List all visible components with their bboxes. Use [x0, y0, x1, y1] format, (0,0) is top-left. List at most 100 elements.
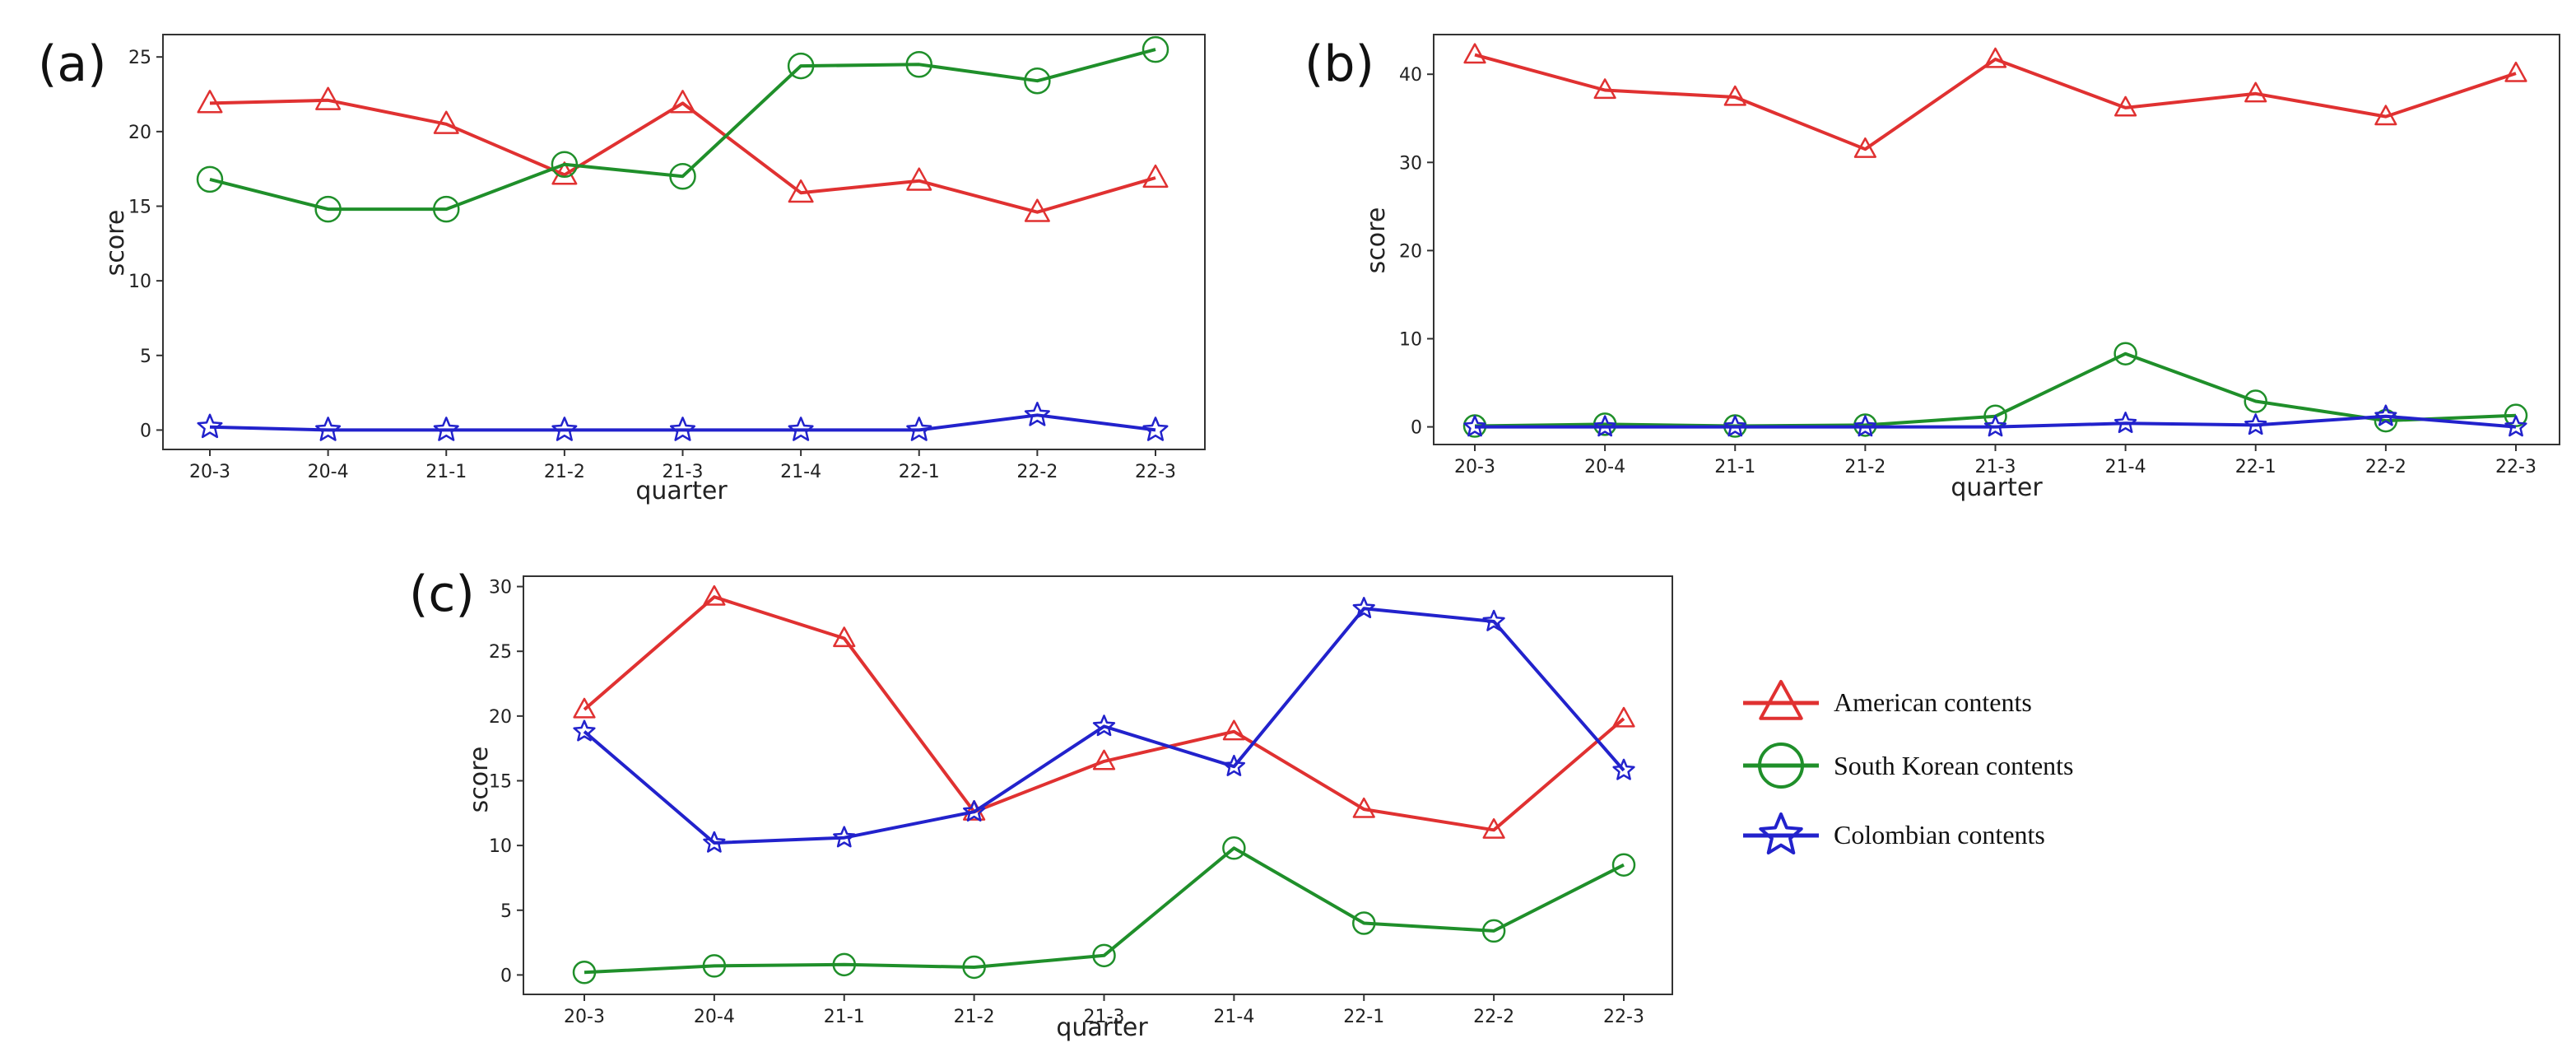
x-tick-label: 22-2	[1016, 462, 1058, 482]
data-point	[1352, 797, 1375, 818]
data-point	[1723, 415, 1746, 437]
series-south-korean-contents	[196, 35, 1169, 223]
y-tick-label: 40	[1399, 65, 1422, 86]
legend-marker	[1759, 680, 1803, 720]
x-tick-label: 20-4	[308, 462, 349, 482]
x-tick-label: 21-2	[1844, 457, 1886, 477]
data-point	[1593, 78, 1616, 100]
y-tick-label: 30	[1399, 153, 1422, 174]
y-tick-label: 0	[1411, 418, 1422, 439]
legend-label: Colombian contents	[1834, 820, 2045, 850]
data-point	[702, 954, 727, 978]
x-axis-label: quarter	[635, 477, 728, 505]
series-line	[209, 98, 1156, 214]
series-line	[209, 48, 1156, 212]
y-tick-label: 15	[489, 771, 512, 792]
data-point	[2374, 404, 2397, 426]
x-tick-label: 20-4	[1584, 457, 1625, 477]
data-point	[1142, 417, 1169, 441]
y-tick-label: 15	[128, 197, 151, 217]
chart-panel-a: (a) quarter score 0 5 10 15 20 25 20-3 20-4 21-1…	[38, 34, 1206, 505]
data-point	[703, 831, 726, 853]
data-point	[433, 110, 459, 134]
y-tick-label: 25	[489, 642, 512, 663]
data-point	[787, 52, 815, 80]
data-point	[2504, 61, 2527, 82]
data-point	[1222, 719, 1245, 741]
data-point	[315, 417, 342, 441]
data-point	[669, 162, 696, 190]
data-point	[573, 719, 596, 742]
plot-area	[523, 575, 1673, 995]
data-point	[1482, 609, 1505, 631]
data-point	[1142, 35, 1169, 63]
panel-label: (a)	[38, 35, 107, 93]
data-point	[963, 799, 986, 822]
data-point	[832, 952, 856, 977]
series-american-contents	[197, 86, 1169, 222]
data-point	[670, 90, 695, 114]
plot-area	[162, 34, 1206, 450]
series-line	[209, 413, 1156, 432]
data-point	[2244, 81, 2267, 103]
series-line	[584, 846, 1625, 975]
x-tick-label: 22-1	[899, 462, 940, 482]
data-point	[1352, 911, 1376, 935]
data-point	[2113, 342, 2137, 365]
series-colombian-contents	[197, 402, 1169, 441]
x-tick-label: 22-3	[2495, 457, 2536, 477]
data-point	[197, 90, 223, 114]
x-tick-label: 22-2	[1473, 1007, 1514, 1027]
x-tick-label: 21-1	[425, 462, 467, 482]
data-point	[315, 86, 342, 110]
data-point	[905, 51, 932, 78]
data-point	[551, 417, 578, 441]
data-point	[1593, 415, 1616, 437]
y-tick-label: 10	[128, 272, 151, 292]
data-point	[572, 961, 597, 985]
panel-label: (c)	[409, 566, 475, 623]
series-colombian-contents	[1463, 404, 2527, 437]
chart-panel-b: (b) quarter score 0 10 20 30 40 20-3 20-4 21-1 2…	[1304, 34, 2560, 502]
data-point	[1481, 919, 1506, 943]
x-tick-label: 22-3	[1603, 1007, 1644, 1027]
data-point	[788, 179, 814, 203]
data-point	[2374, 105, 2397, 126]
data-point	[1853, 413, 1877, 437]
series-line	[583, 607, 1625, 845]
data-point	[1463, 43, 1486, 64]
y-tick-label: 5	[140, 347, 151, 367]
legend-entry-south-korean: South Korean contents	[1743, 742, 2074, 789]
data-point	[196, 165, 224, 193]
data-point	[788, 417, 814, 441]
series-american-contents	[1463, 43, 2527, 158]
data-point	[433, 195, 460, 223]
x-tick-label: 21-1	[1714, 457, 1755, 477]
series-line	[583, 595, 1625, 832]
data-point	[433, 417, 459, 441]
series-line	[1474, 53, 2517, 151]
x-tick-label: 21-2	[954, 1007, 995, 1027]
y-tick-label: 0	[140, 421, 151, 441]
data-point	[906, 417, 932, 441]
x-tick-label: 21-2	[544, 462, 585, 482]
y-tick-label: 20	[1399, 241, 1422, 262]
y-axis-label: score	[1362, 207, 1391, 274]
legend-entry-colombian: Colombian contents	[1743, 812, 2045, 855]
data-point	[1853, 415, 1876, 437]
x-tick-label: 20-3	[564, 1007, 605, 1027]
x-tick-label: 22-3	[1135, 462, 1176, 482]
x-tick-label: 20-3	[189, 462, 230, 482]
data-point	[1024, 402, 1050, 426]
data-point	[197, 413, 223, 439]
y-tick-label: 25	[128, 48, 151, 68]
data-point	[1024, 198, 1050, 222]
series-south-korean-contents	[572, 836, 1636, 985]
x-tick-label: 21-4	[1213, 1007, 1254, 1027]
series-line	[1475, 414, 2517, 429]
data-point	[1142, 164, 1169, 189]
data-point	[1352, 597, 1375, 619]
data-point	[906, 167, 932, 191]
data-point	[1612, 706, 1635, 728]
series-american-contents	[573, 584, 1635, 839]
